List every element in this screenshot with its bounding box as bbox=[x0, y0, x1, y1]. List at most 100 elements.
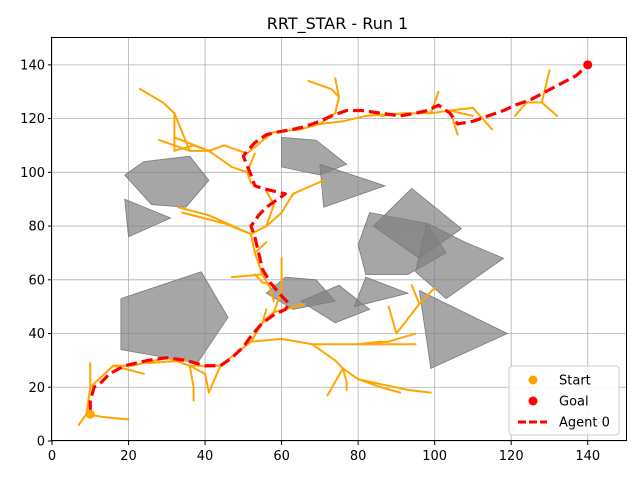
tree-edge-22 bbox=[326, 367, 344, 397]
agent-path-0 bbox=[88, 63, 589, 412]
tree-edge-2 bbox=[77, 413, 88, 426]
tree-edge-79 bbox=[318, 120, 344, 125]
tree-edge-39 bbox=[261, 308, 268, 324]
tree-edge-47 bbox=[253, 241, 268, 254]
tree-edge-89 bbox=[334, 96, 340, 115]
legend-label: Goal bbox=[559, 395, 589, 410]
tree-edge-92 bbox=[334, 77, 340, 99]
obstacle-2 bbox=[120, 271, 229, 364]
tree-edge-60 bbox=[230, 165, 249, 174]
tree-edge-67 bbox=[207, 144, 226, 152]
tree-edge-6 bbox=[112, 364, 145, 375]
obstacle-11 bbox=[418, 289, 509, 370]
plot-frame bbox=[51, 37, 627, 441]
tree-edge-25 bbox=[380, 386, 402, 394]
tree-edge-50 bbox=[177, 206, 210, 217]
tree-edge-57 bbox=[265, 203, 275, 228]
tree-edge-12 bbox=[188, 364, 207, 375]
tree-edge-100 bbox=[387, 305, 398, 335]
rrt-tree-layer bbox=[77, 69, 559, 426]
tree-edge-10 bbox=[188, 364, 195, 389]
tree-edge-96 bbox=[540, 101, 559, 117]
tree-edge-3 bbox=[85, 386, 92, 416]
tree-edge-27 bbox=[406, 388, 432, 394]
tree-edge-85 bbox=[471, 106, 494, 131]
agent-path-layer bbox=[88, 63, 589, 412]
tree-edge-78 bbox=[299, 122, 321, 131]
obstacle-0 bbox=[124, 155, 210, 208]
tree-edge-19 bbox=[334, 359, 344, 370]
tree-edge-102 bbox=[410, 284, 421, 305]
tree-edge-68 bbox=[223, 144, 249, 155]
y-axis-ticks: 0 20 40 60 80 100 120 140 bbox=[20, 58, 52, 450]
tree-edge-103 bbox=[207, 364, 222, 394]
tree-edge-54 bbox=[265, 211, 283, 228]
legend-label: Agent 0 bbox=[559, 416, 610, 431]
tree-edge-59 bbox=[246, 171, 252, 185]
tree-edge-45 bbox=[269, 286, 275, 303]
x-tick-label: 60 bbox=[273, 449, 290, 464]
tree-edge-23 bbox=[341, 367, 360, 381]
tree-edge-30 bbox=[387, 332, 417, 343]
tree-edge-75 bbox=[246, 136, 268, 155]
tree-edge-40 bbox=[284, 302, 306, 311]
obstacles-layer bbox=[120, 136, 509, 370]
tree-edge-37 bbox=[272, 289, 283, 314]
tree-edge-16 bbox=[249, 337, 283, 343]
tree-edge-18 bbox=[311, 343, 337, 362]
tree-edge-91 bbox=[307, 79, 333, 91]
tree-edge-80 bbox=[341, 114, 367, 123]
legend-label: Start bbox=[559, 374, 591, 389]
tree-edge-46 bbox=[253, 251, 264, 276]
tree-edge-93 bbox=[429, 90, 440, 115]
x-tick-label: 20 bbox=[120, 449, 137, 464]
tree-edge-62 bbox=[207, 149, 233, 168]
tree-edge-97 bbox=[540, 69, 551, 104]
legend-box bbox=[508, 365, 620, 436]
tree-edge-99 bbox=[395, 302, 421, 335]
y-tick-label: 140 bbox=[20, 58, 45, 73]
tree-edge-33 bbox=[357, 340, 383, 346]
y-tick-label: 0 bbox=[37, 435, 45, 450]
tree-edge-56 bbox=[292, 179, 325, 195]
x-tick-label: 80 bbox=[350, 449, 367, 464]
tree-edge-73 bbox=[173, 112, 191, 152]
y-tick-label: 100 bbox=[20, 166, 45, 181]
x-tick-label: 100 bbox=[422, 449, 447, 464]
tree-edge-101 bbox=[418, 286, 436, 305]
tree-edge-52 bbox=[181, 211, 226, 225]
tree-edge-1 bbox=[100, 415, 130, 421]
tree-edge-13 bbox=[204, 372, 210, 394]
x-axis-ticks: 0 20 40 60 80 100 120 140 bbox=[48, 441, 600, 464]
x-tick-label: 140 bbox=[575, 449, 600, 464]
y-tick-label: 40 bbox=[28, 327, 45, 342]
legend: Start Goal Agent 0 bbox=[508, 365, 620, 436]
start-marker bbox=[85, 409, 95, 419]
obstacle-7 bbox=[353, 276, 410, 308]
tree-edge-17 bbox=[280, 337, 314, 346]
obstacle-6 bbox=[299, 284, 371, 324]
y-tick-label: 20 bbox=[28, 381, 45, 396]
tree-edge-5 bbox=[89, 364, 115, 389]
tree-edge-74 bbox=[173, 136, 210, 152]
tree-edge-84 bbox=[448, 106, 474, 112]
chart-title: RRT_STAR - Run 1 bbox=[267, 14, 408, 34]
tree-edge-71 bbox=[161, 101, 176, 115]
tree-edge-72 bbox=[139, 88, 164, 104]
x-tick-label: 120 bbox=[499, 449, 524, 464]
tree-edge-53 bbox=[249, 225, 268, 236]
tree-edge-48 bbox=[249, 233, 256, 254]
start-goal-markers bbox=[85, 60, 593, 419]
legend-marker-1 bbox=[528, 396, 538, 406]
x-tick-label: 40 bbox=[197, 449, 214, 464]
y-tick-label: 60 bbox=[28, 273, 45, 288]
obstacle-4 bbox=[319, 163, 387, 208]
y-tick-label: 120 bbox=[20, 112, 45, 127]
goal-marker bbox=[583, 60, 593, 70]
tree-edge-94 bbox=[514, 101, 528, 117]
obstacle-10 bbox=[415, 222, 505, 300]
y-tick-label: 80 bbox=[28, 220, 45, 235]
tree-edge-55 bbox=[280, 192, 295, 214]
obstacle-1 bbox=[124, 198, 172, 238]
